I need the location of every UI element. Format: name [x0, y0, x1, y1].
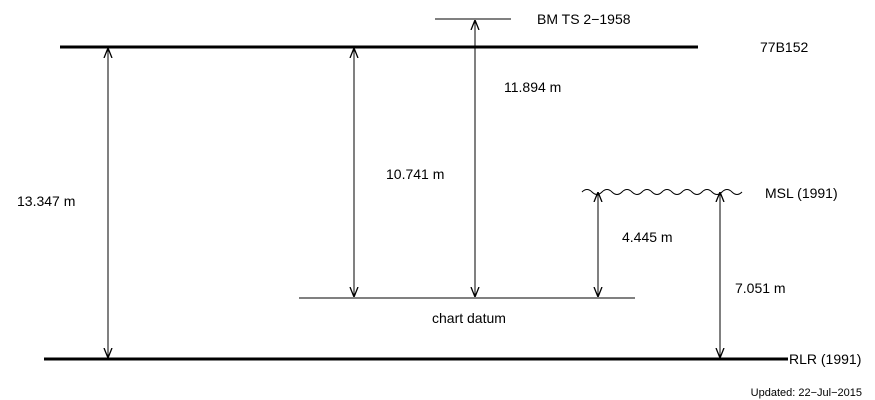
- label-rlr: RLR (1991): [789, 351, 861, 367]
- distance-chart-datum-to-bm: 11.894 m: [504, 79, 561, 95]
- label-msl: MSL (1991): [765, 185, 838, 201]
- distance-chart-datum-to-77b152: 10.741 m: [386, 166, 444, 182]
- distance-rlr-to-msl: 7.051 m: [735, 280, 786, 296]
- distance-chart-datum-to-msl: 4.445 m: [622, 229, 673, 245]
- label-bm: BM TS 2−1958: [537, 11, 631, 27]
- label-chart-datum: chart datum: [432, 310, 506, 326]
- msl-wave: [581, 189, 743, 195]
- distance-rlr-to-77b152: 13.347 m: [17, 193, 75, 209]
- label-77b152: 77B152: [760, 39, 808, 55]
- updated-date: Updated: 22−Jul−2015: [751, 387, 862, 399]
